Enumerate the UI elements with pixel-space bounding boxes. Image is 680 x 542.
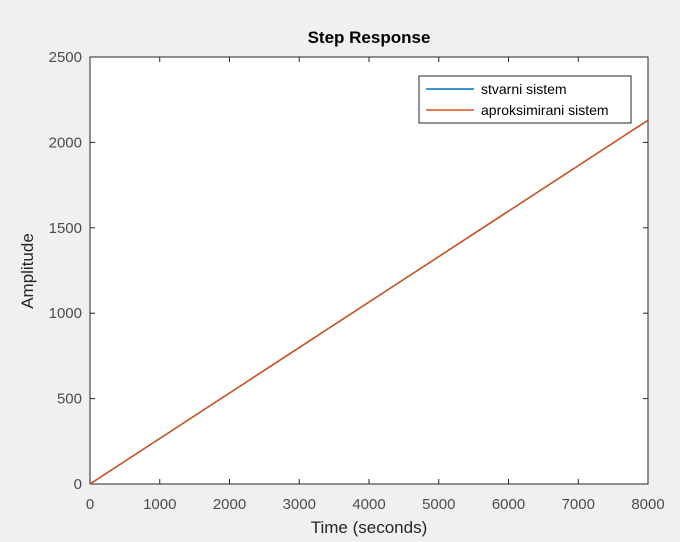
y-tick-label: 2500 xyxy=(49,49,82,66)
x-tick-label: 4000 xyxy=(352,496,385,513)
x-axis-label: Time (seconds) xyxy=(311,518,428,537)
x-tick-label: 6000 xyxy=(492,496,525,513)
legend-entry-stvarni-sistem: stvarni sistem xyxy=(481,81,567,97)
x-tick-label: 1000 xyxy=(143,496,176,513)
legend-box xyxy=(418,75,632,124)
y-tick-label: 500 xyxy=(57,391,82,408)
plot-area xyxy=(89,56,649,485)
y-axis-ticks: 0 500 1000 1500 2000 2500 xyxy=(49,49,648,493)
chart-title: Step Response xyxy=(308,28,431,47)
x-tick-label: 2000 xyxy=(213,496,246,513)
series-line-aproksimirani-sistem xyxy=(89,119,649,485)
x-axis-ticks: 0 1000 2000 3000 4000 5000 6000 7000 8000 xyxy=(86,57,665,513)
y-tick-label: 1500 xyxy=(49,220,82,237)
x-tick-label: 8000 xyxy=(631,496,664,513)
x-tick-label: 0 xyxy=(86,496,94,513)
y-axis-label: Amplitude xyxy=(18,233,37,309)
y-tick-label: 1000 xyxy=(49,305,82,322)
x-tick-label: 7000 xyxy=(562,496,595,513)
legend-entry-aproksimirani-sistem: aproksimirani sistem xyxy=(481,102,609,118)
series-lines xyxy=(89,119,649,485)
y-tick-label: 0 xyxy=(74,476,82,493)
y-tick-label: 2000 xyxy=(49,134,82,151)
x-tick-label: 5000 xyxy=(422,496,455,513)
x-tick-label: 3000 xyxy=(283,496,316,513)
legend: stvarni sistem aproksimirani sistem xyxy=(418,75,632,124)
